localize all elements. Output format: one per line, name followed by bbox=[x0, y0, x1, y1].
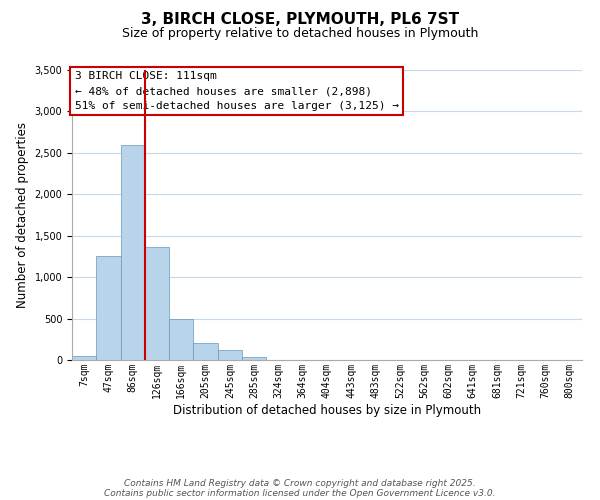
Text: 3 BIRCH CLOSE: 111sqm
← 48% of detached houses are smaller (2,898)
51% of semi-d: 3 BIRCH CLOSE: 111sqm ← 48% of detached … bbox=[74, 72, 398, 111]
Bar bbox=[145, 248, 169, 360]
Bar bbox=[96, 256, 121, 360]
Y-axis label: Number of detached properties: Number of detached properties bbox=[16, 122, 29, 308]
Text: Contains HM Land Registry data © Crown copyright and database right 2025.: Contains HM Land Registry data © Crown c… bbox=[124, 478, 476, 488]
Bar bbox=[242, 356, 266, 360]
X-axis label: Distribution of detached houses by size in Plymouth: Distribution of detached houses by size … bbox=[173, 404, 481, 416]
Text: 3, BIRCH CLOSE, PLYMOUTH, PL6 7ST: 3, BIRCH CLOSE, PLYMOUTH, PL6 7ST bbox=[141, 12, 459, 28]
Bar bbox=[121, 144, 145, 360]
Bar bbox=[193, 344, 218, 360]
Bar bbox=[218, 350, 242, 360]
Text: Contains public sector information licensed under the Open Government Licence v3: Contains public sector information licen… bbox=[104, 488, 496, 498]
Text: Size of property relative to detached houses in Plymouth: Size of property relative to detached ho… bbox=[122, 28, 478, 40]
Bar bbox=[169, 318, 193, 360]
Bar bbox=[72, 356, 96, 360]
